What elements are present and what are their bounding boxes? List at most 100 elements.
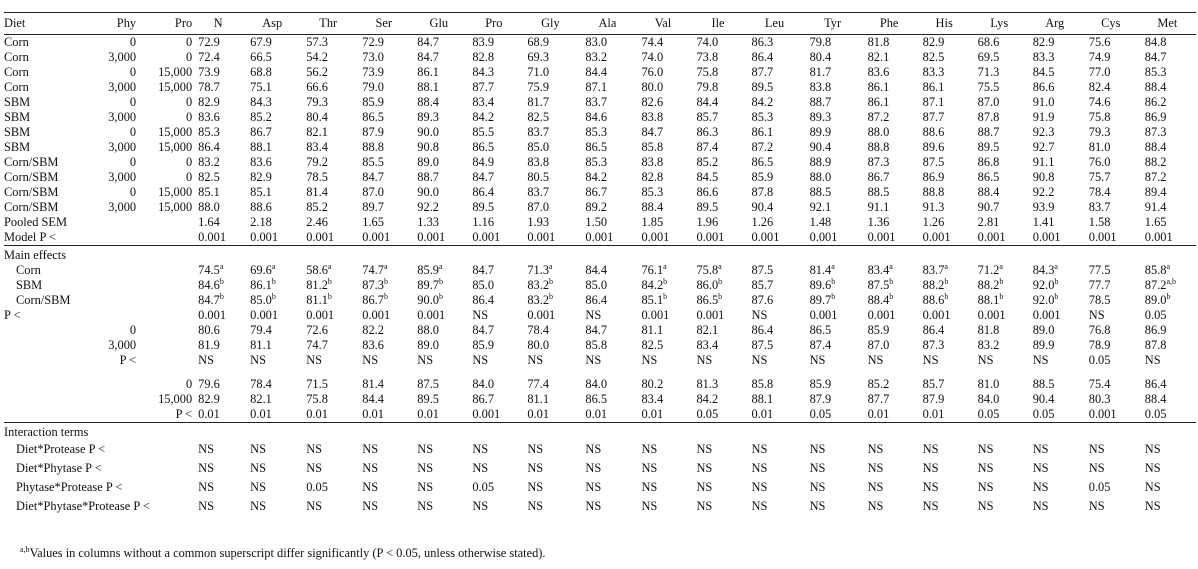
value-cell: NS [809, 499, 826, 513]
value-cell: 58.6a [300, 263, 356, 278]
blank-cell [76, 392, 136, 407]
value-cell: NS [306, 499, 323, 513]
value-text: 77.7 [1088, 278, 1111, 292]
value-cell: 83.2 [977, 338, 1000, 352]
value-cell: 83.6 [198, 110, 220, 124]
value-text: 81.2 [306, 278, 328, 292]
value-cell: 1.65 [362, 215, 384, 229]
value-cell: 0.001 [1082, 230, 1139, 246]
value-cell: 89.5 [417, 392, 439, 406]
value-cell: 86.7 [585, 185, 608, 199]
value-cell: 0.001 [192, 230, 245, 246]
value-cell: 74.5a [192, 263, 244, 278]
value-text: 74.7 [362, 263, 384, 277]
value-cell: 75.8a [690, 263, 745, 278]
value-cell: 86.6 [1032, 80, 1055, 94]
value-text: 89.6 [809, 278, 832, 292]
value-cell: 89.5 [751, 80, 774, 94]
value-cell: 3,000 [108, 80, 137, 94]
value-cell: NS [362, 442, 379, 456]
value-cell: 56.2 [306, 65, 328, 79]
value-cell: 3,000 [108, 200, 137, 214]
level-cell: 15,000 [158, 392, 193, 406]
value-cell: 89.3 [417, 110, 439, 124]
value-cell: 85.3 [1144, 65, 1167, 79]
value-cell: 76.1a [635, 263, 690, 278]
value-cell: NS [751, 442, 768, 456]
value-cell: 57.3 [306, 35, 328, 49]
value-cell: 86.9 [1144, 110, 1167, 124]
value-cell: 0.05 [1138, 407, 1196, 423]
level-cell: 0 [185, 377, 193, 391]
value-cell: 84.2 [696, 392, 719, 406]
value-cell: 84.3 [250, 95, 272, 109]
value-cell: 85.1 [198, 185, 220, 199]
value-cell: 0.001 [250, 308, 279, 322]
value-cell: NS [809, 461, 826, 475]
value-cell: 77.0 [1088, 65, 1111, 79]
value-cell: 78.9 [1088, 338, 1111, 352]
table-row: Diet*Protease P < NS NS NS NS NS NS NS NS NS NS NS N… [4, 440, 1196, 459]
value-cell: NS [922, 480, 939, 494]
value-cell: NS [1032, 442, 1049, 456]
value-cell: 67.9 [250, 35, 272, 49]
value-cell: 0.001 [527, 308, 556, 322]
superscript: b [663, 292, 668, 301]
value-cell: 69.6a [244, 263, 300, 278]
value-cell: 0.001 [300, 230, 357, 246]
value-cell: 82.9 [1032, 35, 1055, 49]
value-cell: 88.8 [362, 140, 384, 154]
value-cell: NS [198, 499, 214, 513]
value-cell: 86.4 [922, 323, 945, 337]
value-cell: 0 [185, 95, 193, 109]
table-row: Pooled SEM 1.64 2.18 2.46 1.65 1.33 1.16 1.93 1.… [4, 215, 1196, 230]
value-cell: 0.05 [1088, 480, 1111, 494]
value-cell: 75.8 [306, 392, 328, 406]
value-cell: 81.8 [867, 35, 890, 49]
value-cell: 0.05 [803, 407, 862, 423]
value-cell: 0.001 [977, 308, 1006, 322]
value-cell: 90.8 [417, 140, 439, 154]
value-cell: NS [362, 353, 379, 367]
value-cell: 75.5 [977, 80, 1000, 94]
superscript: b [327, 292, 332, 301]
value-cell: NS [472, 353, 489, 367]
value-text: 86.5 [696, 293, 719, 307]
value-cell: 84.4 [362, 392, 384, 406]
value-cell: NS [527, 461, 544, 475]
value-cell: NS [809, 353, 826, 367]
value-cell: NS [809, 480, 826, 494]
value-cell: 75.4 [1088, 377, 1111, 391]
value-cell: 0.05 [1026, 407, 1083, 423]
value-cell: 81.8 [977, 323, 1000, 337]
table-row: Corn/SBM 0 0 83.2 83.6 79.2 85.5 89.0 84.9 83.8 85… [4, 155, 1196, 170]
value-cell: 88.7 [977, 125, 1000, 139]
value-cell: 78.4 [1088, 185, 1111, 199]
value-text: 88.1 [977, 293, 1000, 307]
value-cell: 87.7 [867, 392, 890, 406]
superscript: b [327, 277, 332, 286]
blank-cell [136, 338, 192, 353]
table-body: Corn 0 0 72.9 67.9 57.3 72.9 84.7 83.9 68.9 83.0 74… [4, 35, 1196, 517]
table-row: Corn 3,000 0 72.4 66.5 54.2 73.0 84.7 82.8 69.3 83… [4, 50, 1196, 65]
table-row: Corn 3,000 15,000 78.7 75.1 66.6 79.0 88.1 87.7 7… [4, 80, 1196, 95]
value-text: 89.0 [1144, 293, 1167, 307]
value-cell: 72.6 [306, 323, 328, 337]
value-cell: 0.001 [306, 308, 335, 322]
value-cell: 0 [129, 65, 137, 79]
value-text: 85.0 [472, 278, 495, 292]
value-cell: 87.5 [922, 155, 945, 169]
superscript: b [219, 277, 224, 286]
value-cell: 85.0 [527, 140, 550, 154]
value-cell: 66.6 [306, 80, 328, 94]
value-cell: 0.01 [579, 407, 636, 423]
value-cell: 15,000 [158, 65, 193, 79]
value-cell: 89.6 [922, 140, 945, 154]
value-cell: 87.8 [977, 110, 1000, 124]
value-cell: 81.1 [641, 323, 664, 337]
value-cell: 85.3 [198, 125, 220, 139]
value-cell: 0.01 [192, 407, 245, 423]
column-header: Phy [76, 12, 137, 35]
column-header: Val [635, 12, 691, 35]
superscript: a [831, 262, 835, 271]
